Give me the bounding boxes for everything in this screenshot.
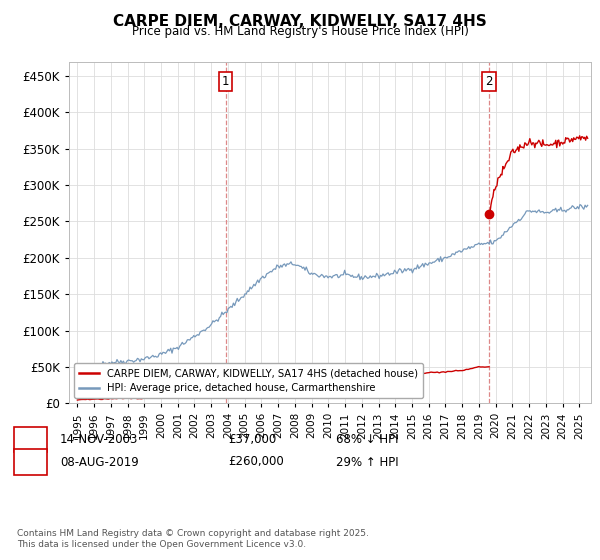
Text: 68% ↓ HPI: 68% ↓ HPI: [336, 433, 398, 446]
Legend: CARPE DIEM, CARWAY, KIDWELLY, SA17 4HS (detached house), HPI: Average price, det: CARPE DIEM, CARWAY, KIDWELLY, SA17 4HS (…: [74, 363, 423, 398]
Text: Contains HM Land Registry data © Crown copyright and database right 2025.
This d: Contains HM Land Registry data © Crown c…: [17, 529, 368, 549]
Text: £260,000: £260,000: [228, 455, 284, 469]
Text: 29% ↑ HPI: 29% ↑ HPI: [336, 455, 398, 469]
Text: 1: 1: [222, 74, 230, 88]
Text: 2: 2: [485, 74, 493, 88]
Text: £37,000: £37,000: [228, 433, 276, 446]
Text: 2: 2: [26, 455, 35, 469]
Text: Price paid vs. HM Land Registry's House Price Index (HPI): Price paid vs. HM Land Registry's House …: [131, 25, 469, 38]
Text: 08-AUG-2019: 08-AUG-2019: [60, 455, 139, 469]
Text: CARPE DIEM, CARWAY, KIDWELLY, SA17 4HS: CARPE DIEM, CARWAY, KIDWELLY, SA17 4HS: [113, 14, 487, 29]
Text: 14-NOV-2003: 14-NOV-2003: [60, 433, 139, 446]
Text: 1: 1: [26, 433, 35, 446]
